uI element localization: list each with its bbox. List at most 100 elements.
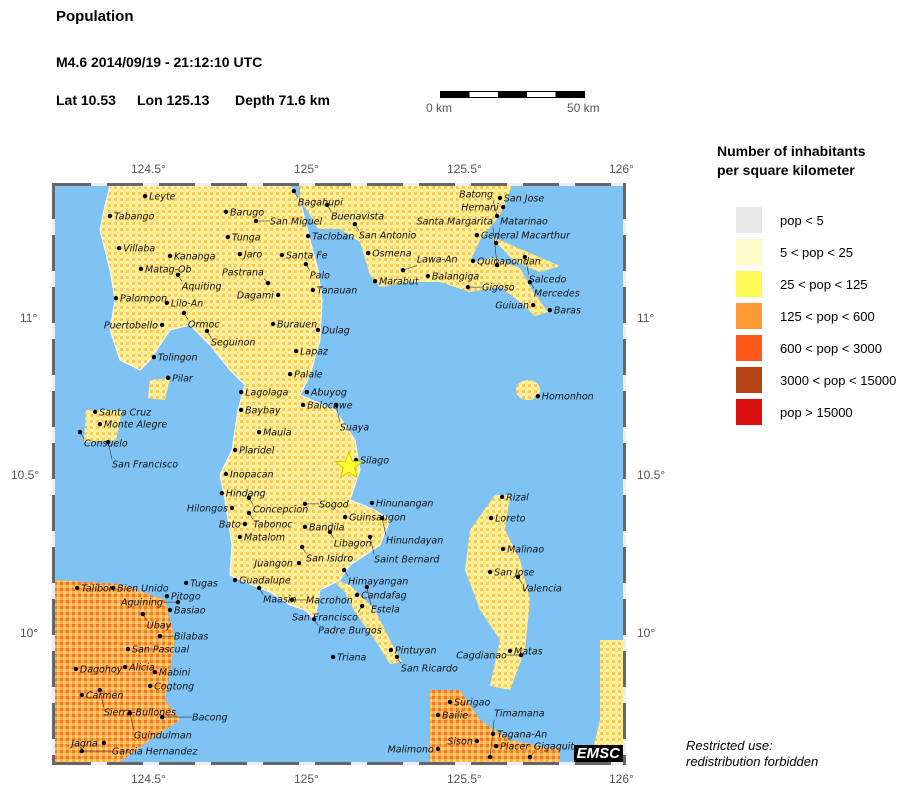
city-dot	[142, 193, 148, 199]
city-label: Malimono	[388, 744, 434, 755]
city-label: Garcia Hernandez	[112, 747, 198, 758]
city-dot	[488, 515, 494, 521]
city-label: Valencia	[522, 583, 562, 594]
map-frame-top	[55, 183, 623, 186]
city-dot	[494, 213, 500, 219]
scale-start-label: 0 km	[426, 101, 453, 115]
bohol-island	[55, 580, 180, 762]
city-label: Saint Bernard	[374, 554, 440, 565]
city-dot	[369, 500, 375, 506]
lon-tick-label: 125°	[294, 162, 319, 176]
city-label: Matag-Ob	[145, 264, 192, 275]
city-label: San Jose	[494, 567, 534, 578]
lat-tick-label: 11°	[637, 311, 655, 325]
legend-label: 25 < pop < 125	[780, 276, 868, 292]
matarinao-peninsula	[490, 236, 560, 272]
legend-title-line: Number of inhabitants	[717, 143, 866, 159]
city-label: Bandila	[309, 522, 345, 533]
city-dot	[293, 348, 299, 354]
city-leader-line	[335, 404, 341, 423]
city-label: Palo	[310, 271, 330, 282]
scale-end-label: 50 km	[567, 101, 600, 115]
city-label: Macrohon	[306, 595, 353, 606]
city-label: Juangon	[252, 559, 293, 570]
city-leader-line	[99, 689, 105, 708]
city-label: Ubay	[147, 621, 172, 632]
city-dot	[341, 567, 347, 573]
map-area[interactable]: Leyte Tabango Barugo San Miguel Tunga Villaba…	[55, 186, 623, 762]
city-label: Osmena	[372, 249, 412, 260]
legend-item: 3000 < pop < 15000	[736, 367, 896, 393]
city-label: Jagna	[69, 738, 98, 749]
lat-tick-label: 10°	[20, 626, 39, 640]
city-label: San Francisco	[112, 460, 178, 471]
city-label: Bacong	[192, 713, 227, 724]
city-label: Cagdianao	[456, 651, 507, 662]
city-dot	[500, 546, 506, 552]
city-label: San Antonio	[359, 231, 417, 242]
city-label: Basiao	[174, 606, 206, 617]
city-dot	[237, 251, 243, 257]
city-dot	[181, 310, 187, 316]
legend-item: pop > 15000	[736, 399, 853, 425]
city-label: Silago	[360, 456, 389, 467]
city-dot	[394, 654, 400, 660]
city-label: Hindang	[226, 489, 266, 500]
city-dot	[167, 607, 173, 613]
city-label: Kananga	[174, 251, 216, 262]
city-label: Mercedes	[534, 289, 580, 300]
city-dot	[315, 327, 321, 333]
city-dot	[494, 262, 500, 268]
star-icon[interactable]	[334, 450, 364, 479]
city-label: Surigao	[454, 698, 490, 709]
city-label: Santa Fe	[286, 251, 328, 262]
event-lat: Lat 10.53	[56, 92, 116, 108]
lat-tick-label: 11°	[20, 311, 38, 325]
city-label: San Francisco	[292, 612, 358, 623]
city-label: Cogtong	[154, 681, 194, 692]
city-label: Baybay	[245, 406, 281, 417]
city-label: Balangiga	[432, 272, 480, 283]
city-dot	[507, 648, 513, 654]
city-dot	[175, 599, 181, 605]
city-leader-line	[107, 442, 113, 460]
city-label: Consuelo	[84, 439, 128, 450]
city-label: Bilabas	[174, 632, 208, 643]
city-dot	[324, 202, 330, 208]
city-dot	[116, 245, 122, 251]
homonhon-island	[516, 380, 540, 400]
city-label: Tabonoc	[253, 520, 293, 531]
lon-tick-label: 124.5°	[131, 772, 166, 786]
city-label: Estela	[371, 605, 400, 616]
city-label: Seguinon	[211, 337, 255, 348]
city-label: Tagana-An	[497, 729, 547, 740]
city-label: Sison	[447, 737, 472, 748]
city-dot	[372, 278, 378, 284]
city-dot	[79, 692, 85, 698]
city-label: Plaridel	[239, 446, 275, 457]
city-label: Bailie	[442, 710, 468, 721]
notice-line: Restricted use:	[686, 738, 773, 753]
legend-swatch	[736, 207, 762, 233]
map-svg: Leyte Tabango Barugo San Miguel Tunga Villaba…	[55, 186, 623, 762]
city-label: Palale	[294, 370, 323, 381]
city-label: Dagohoy	[80, 664, 123, 675]
city-leader-line	[495, 227, 501, 244]
city-dot	[296, 560, 302, 566]
city-label: General Macarthur	[481, 231, 571, 242]
page-title: Population	[56, 8, 134, 25]
legend-item: 600 < pop < 3000	[736, 335, 882, 361]
city-label: Himayangan	[348, 577, 408, 588]
city-dot	[435, 746, 441, 752]
city-label: Timamana	[494, 709, 545, 720]
city-dot	[435, 712, 441, 718]
city-label: Homonhon	[542, 392, 594, 403]
city-label: Tunga	[232, 233, 261, 244]
city-dot	[270, 321, 276, 327]
city-dot	[237, 534, 243, 540]
city-dot	[232, 447, 238, 453]
legend-label: 3000 < pop < 15000	[780, 372, 897, 388]
city-label: Rizal	[506, 492, 529, 503]
city-label: Bien Unido	[117, 584, 169, 595]
city-dot	[223, 209, 229, 215]
